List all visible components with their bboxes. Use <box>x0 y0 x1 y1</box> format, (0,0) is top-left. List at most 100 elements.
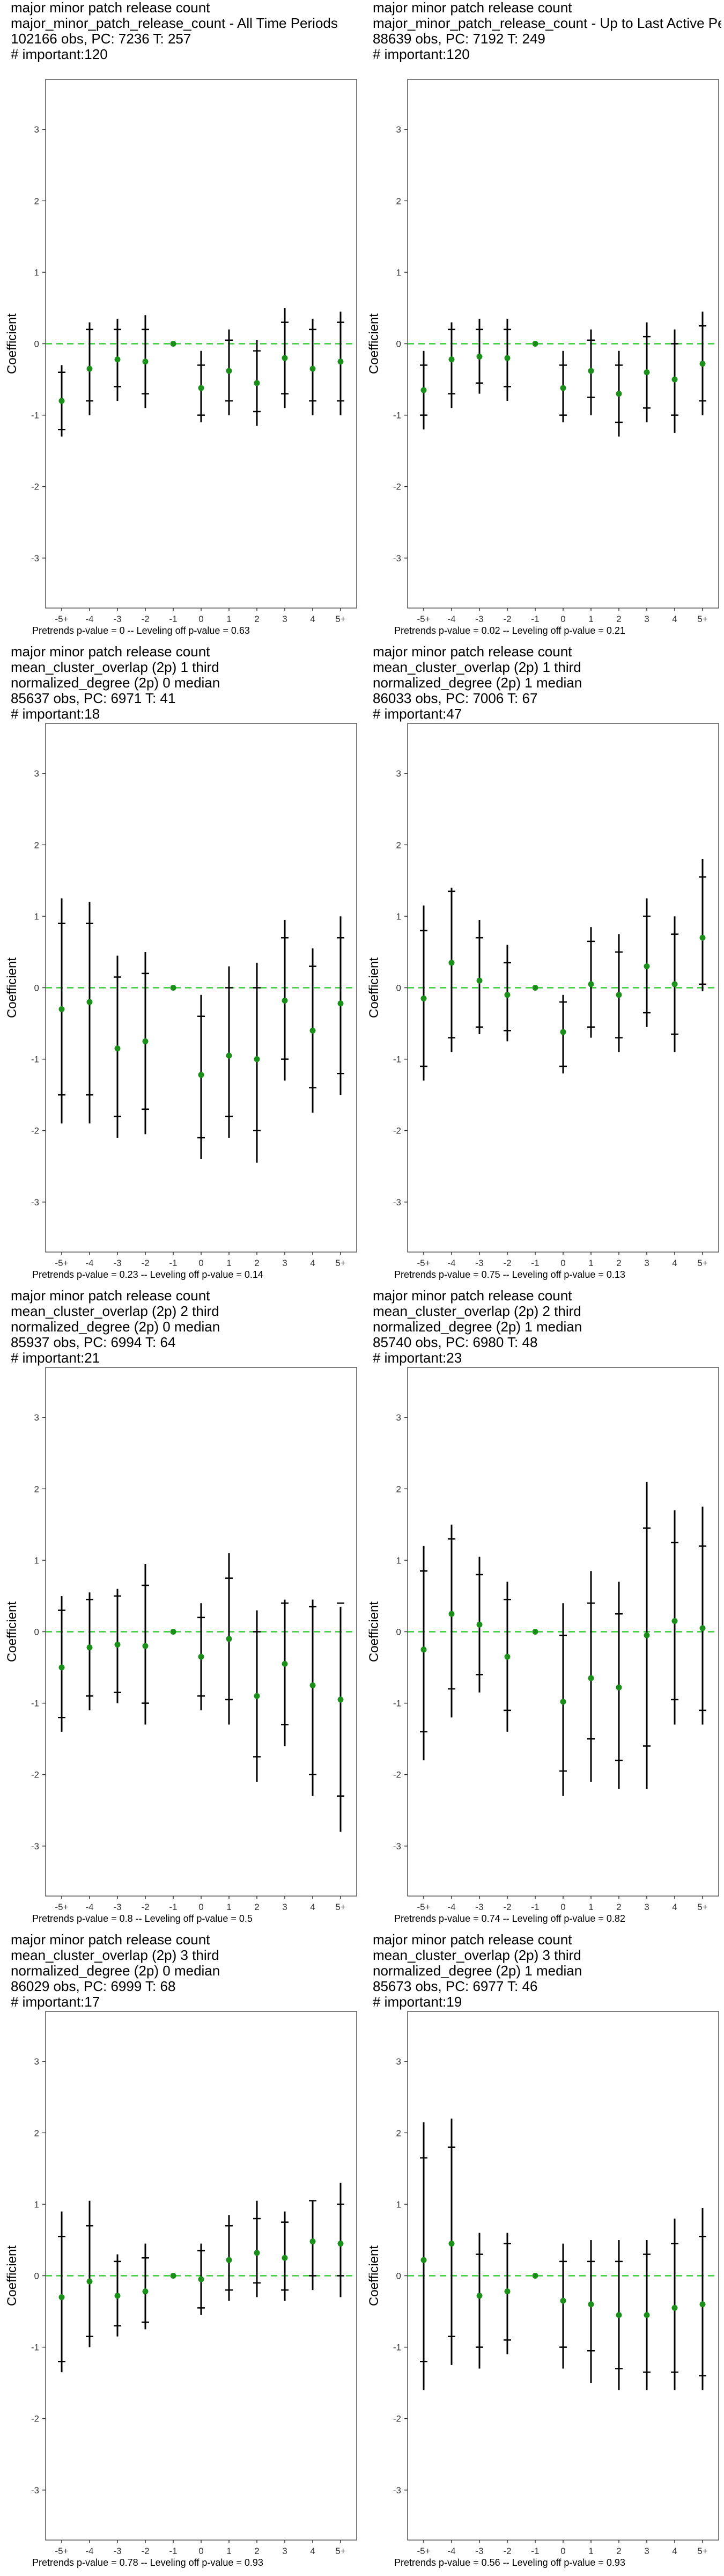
data-point <box>309 1682 316 1688</box>
y-axis-label: Coefficient <box>5 2245 19 2306</box>
x-tick-label: 2 <box>616 1902 621 1911</box>
data-point <box>448 1611 455 1617</box>
y-tick-label: -3 <box>393 1841 401 1851</box>
y-tick-label: -2 <box>393 1126 401 1136</box>
y-tick-label: 0 <box>396 2271 401 2281</box>
chart-title-line: major_minor_patch_release_count - All Ti… <box>11 15 338 31</box>
x-tick-label: 1 <box>226 614 231 623</box>
x-tick-label: 1 <box>588 1902 593 1911</box>
data-point <box>644 1632 650 1638</box>
data-point <box>58 398 65 404</box>
chart-title-line: major minor patch release count <box>11 644 210 660</box>
data-point <box>448 2241 455 2247</box>
y-tick-label: -1 <box>31 1699 39 1709</box>
y-tick-label: 0 <box>396 983 401 993</box>
chart-title-line: major minor patch release count <box>373 1932 572 1948</box>
chart-title-line: mean_cluster_overlap (2p) 2 third <box>373 1303 581 1319</box>
data-point <box>337 358 344 365</box>
data-point <box>198 2276 204 2282</box>
data-point <box>86 2278 93 2285</box>
chart-panel: major minor patch release count major_min… <box>362 0 724 644</box>
y-tick-label: 0 <box>396 1627 401 1637</box>
x-tick-label: 2 <box>254 2546 259 2555</box>
chart-title-line: normalized_degree (2p) 0 median <box>11 675 220 691</box>
x-tick-label: 4 <box>310 1902 315 1911</box>
y-tick-label: -3 <box>31 553 39 564</box>
data-point <box>226 368 232 374</box>
data-point <box>699 934 706 941</box>
data-point <box>420 1646 427 1653</box>
y-tick-label: -1 <box>393 1699 401 1709</box>
y-tick-label: -2 <box>393 482 401 492</box>
y-tick-label: -2 <box>31 482 39 492</box>
data-point <box>254 1693 260 1699</box>
data-point <box>282 2255 288 2261</box>
x-tick-label: -5+ <box>417 1902 430 1911</box>
pretrends-pvalue-note: Pretrends p-value = 0.78 -- Leveling off… <box>32 2557 263 2568</box>
x-tick-label: -5+ <box>417 2546 430 2555</box>
chart-panel: major minor patch release count mean_clus… <box>362 1288 724 1932</box>
data-point <box>114 2293 121 2299</box>
y-tick-label: -3 <box>393 553 401 564</box>
x-tick-label: 0 <box>198 614 203 623</box>
y-tick-label: 3 <box>34 769 39 779</box>
x-tick-label: -2 <box>503 1258 511 1267</box>
chart-title-line: major minor patch release count <box>373 0 572 16</box>
chart-title-line: # important:120 <box>11 46 108 62</box>
data-point <box>86 365 93 372</box>
y-tick-label: -1 <box>31 411 39 421</box>
chart-title-line: 102166 obs, PC: 7236 T: 257 <box>11 31 191 47</box>
chart-title-line: 85740 obs, PC: 6980 T: 48 <box>373 1334 538 1350</box>
chart-panel: major minor patch release count mean_clus… <box>0 644 362 1288</box>
x-tick-label: -3 <box>475 1902 483 1911</box>
x-tick-label: 4 <box>672 614 677 623</box>
x-tick-label: 5+ <box>697 1258 707 1267</box>
x-tick-label: -4 <box>447 2546 455 2555</box>
data-point <box>476 2293 483 2299</box>
y-tick-label: 2 <box>396 840 401 850</box>
chart-title: major minor patch release count mean_clus… <box>373 1932 721 2010</box>
data-point <box>282 355 288 361</box>
x-tick-label: -4 <box>85 614 93 623</box>
y-axis-label: Coefficient <box>367 313 381 374</box>
chart-panel: major minor patch release count mean_clus… <box>362 644 724 1288</box>
chart-title: major minor patch release count mean_clus… <box>11 1288 359 1366</box>
x-tick-label: 0 <box>560 2546 565 2555</box>
x-tick-label: -1 <box>531 2546 539 2555</box>
chart-title: major minor patch release count major_min… <box>373 0 721 62</box>
x-tick-label: -3 <box>113 1258 121 1267</box>
x-tick-label: 1 <box>226 2546 231 2555</box>
y-tick-label: -1 <box>393 411 401 421</box>
chart-title-line: # important:18 <box>11 706 100 722</box>
x-tick-label: -2 <box>503 1902 511 1911</box>
chart-title: major minor patch release count mean_clus… <box>373 1288 721 1366</box>
chart-title-line: 88639 obs, PC: 7192 T: 249 <box>373 31 545 47</box>
x-tick-label: -4 <box>85 2546 93 2555</box>
data-point <box>532 1629 538 1635</box>
x-tick-label: -2 <box>503 2546 511 2555</box>
x-tick-label: -4 <box>85 1258 93 1267</box>
x-tick-label: -4 <box>447 614 455 623</box>
data-point <box>420 387 427 393</box>
data-point <box>644 369 650 376</box>
chart-title: major minor patch release count mean_clus… <box>373 644 721 722</box>
data-point <box>170 341 176 347</box>
chart-panel: major minor patch release count major_min… <box>0 0 362 644</box>
x-tick-label: -2 <box>503 614 511 623</box>
x-tick-label: -2 <box>141 1258 149 1267</box>
chart-title: major minor patch release count mean_clus… <box>11 1932 359 2010</box>
y-tick-label: 2 <box>396 196 401 206</box>
pretrends-pvalue-note: Pretrends p-value = 0.02 -- Leveling off… <box>394 625 625 636</box>
x-tick-label: -4 <box>85 1902 93 1911</box>
data-point <box>170 1629 176 1635</box>
y-tick-label: -2 <box>31 1126 39 1136</box>
x-tick-label: -1 <box>169 2546 177 2555</box>
y-axis-label: Coefficient <box>5 1601 19 1662</box>
y-tick-label: 2 <box>396 2128 401 2138</box>
data-point <box>142 1643 149 1649</box>
x-tick-label: 5+ <box>335 1258 345 1267</box>
